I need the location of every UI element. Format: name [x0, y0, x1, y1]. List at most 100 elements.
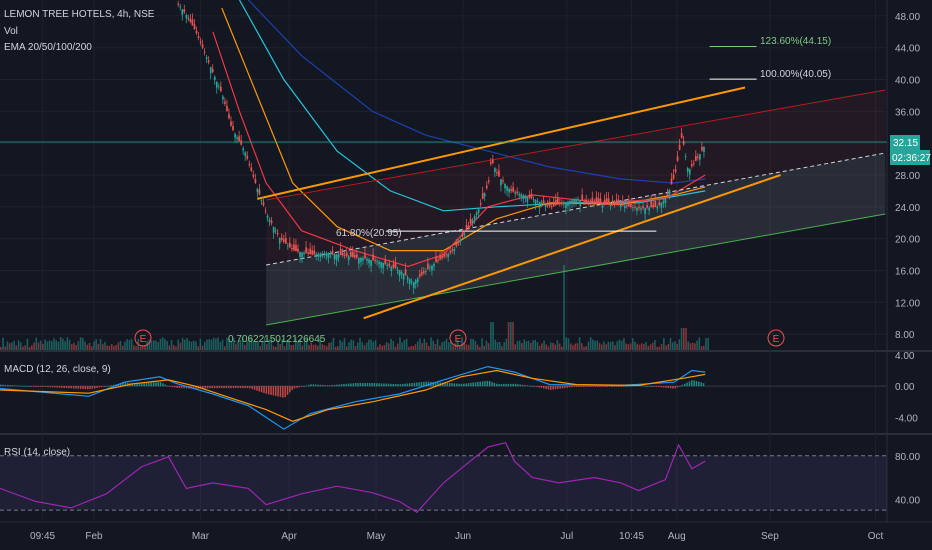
macd-histogram-bar [371, 383, 373, 387]
lower-trendline[interactable] [363, 174, 781, 320]
volume-bar [618, 339, 621, 350]
volume-bar [19, 342, 22, 350]
candle-body [524, 196, 527, 199]
macd-histogram-bar [141, 382, 143, 387]
macd-histogram-bar [580, 386, 583, 387]
volume-bar [541, 343, 543, 350]
rsi-legend: RSI (14, close) [4, 447, 70, 458]
volume-bar [379, 344, 381, 350]
candle-body [506, 186, 508, 191]
macd-histogram-bar [108, 385, 110, 387]
volume-bar [226, 337, 228, 350]
candle-body [542, 200, 545, 204]
price-candles [177, 0, 705, 295]
candle-body [522, 195, 525, 199]
macd-histogram-bar [303, 386, 305, 387]
macd-histogram-bar [667, 386, 670, 388]
candle-body [514, 192, 517, 194]
macd-histogram-bar [159, 382, 162, 387]
macd-histogram-bar [326, 385, 329, 387]
macd-histogram-bar [103, 386, 105, 387]
volume-bar [427, 346, 430, 350]
volume-bar [654, 340, 656, 350]
volume-bar [106, 345, 109, 350]
rsi-tick-label: 40.00 [895, 495, 920, 506]
candle-body [315, 254, 318, 257]
candle-body [366, 259, 368, 261]
macd-histogram-bar [535, 386, 538, 387]
channel-lower-line[interactable] [266, 213, 886, 326]
bar-countdown: 02:36:27 [892, 153, 931, 164]
volume-bar [651, 342, 654, 350]
macd-histogram-bar [277, 386, 279, 397]
macd-histogram-bar [655, 386, 658, 387]
volume-bar [565, 337, 568, 350]
macd-histogram-bar [491, 381, 493, 387]
volume-bar [527, 340, 530, 350]
earnings-marker[interactable]: E [767, 329, 785, 347]
macd-histogram-bar [444, 382, 446, 387]
volume-bar [274, 346, 277, 350]
volume-bar [374, 340, 377, 350]
macd-histogram-bar [47, 386, 49, 388]
volume-bar [443, 341, 446, 350]
macd-histogram-bar [688, 381, 691, 387]
volume-bar [95, 339, 97, 350]
volume-bar [636, 343, 639, 350]
volume-bar [177, 339, 179, 350]
volume-bar [128, 340, 131, 350]
macd-histogram-bar [528, 385, 531, 387]
candle-body [520, 194, 523, 198]
macd-histogram-bar [531, 386, 533, 387]
time-tick-label: Oct [868, 531, 884, 542]
volume-bar [450, 340, 452, 350]
volume-bar [117, 342, 120, 350]
candle-body [648, 207, 651, 211]
volume-bar [492, 322, 494, 350]
macd-histogram-bar [519, 384, 521, 387]
macd-histogram-bar [345, 383, 348, 387]
candle-body [556, 198, 559, 205]
candle-body [295, 245, 297, 252]
volume-bar [412, 346, 415, 350]
volume-bar [281, 339, 284, 350]
volume-bar [217, 337, 219, 350]
candle-body [427, 263, 429, 270]
macd-histogram-bar [589, 386, 592, 387]
macd-histogram-bar [456, 383, 458, 387]
volume-bar [691, 342, 694, 350]
macd-histogram-bar [319, 384, 322, 387]
macd-histogram-bar [488, 381, 491, 387]
volume-bar [663, 338, 665, 350]
volume-bar [478, 346, 481, 350]
macd-histogram-bar [91, 386, 94, 389]
macd-histogram-bar [357, 383, 359, 387]
volume-bar [155, 340, 157, 350]
macd-histogram-bar [547, 386, 550, 390]
drawing-tools[interactable] [0, 46, 887, 326]
channel-upper-line[interactable] [266, 89, 886, 201]
earnings-marker-label: E [773, 334, 780, 345]
candle-body [459, 239, 462, 242]
volume-bar [75, 344, 77, 350]
macd-histogram-bar [453, 383, 456, 387]
candle-body [181, 9, 184, 15]
volume-bar [556, 340, 559, 350]
volume-bar [31, 345, 33, 350]
volume-bar [228, 338, 231, 350]
volume-bar [314, 344, 317, 350]
macd-histogram-bar [408, 383, 411, 387]
earnings-marker-label: E [140, 334, 147, 345]
macd-histogram-bar [540, 386, 543, 388]
earnings-marker[interactable]: E [134, 329, 152, 347]
volume-bar [26, 338, 29, 350]
volume-bar [306, 338, 308, 350]
macd-histogram-bar [307, 384, 310, 387]
volume-bar [126, 339, 128, 350]
earnings-marker[interactable]: E [449, 329, 467, 347]
volume-bar [514, 344, 517, 350]
upper-trendline[interactable] [257, 86, 746, 200]
rsi-tick-label: 80.00 [895, 452, 920, 463]
candle-body [429, 267, 431, 269]
